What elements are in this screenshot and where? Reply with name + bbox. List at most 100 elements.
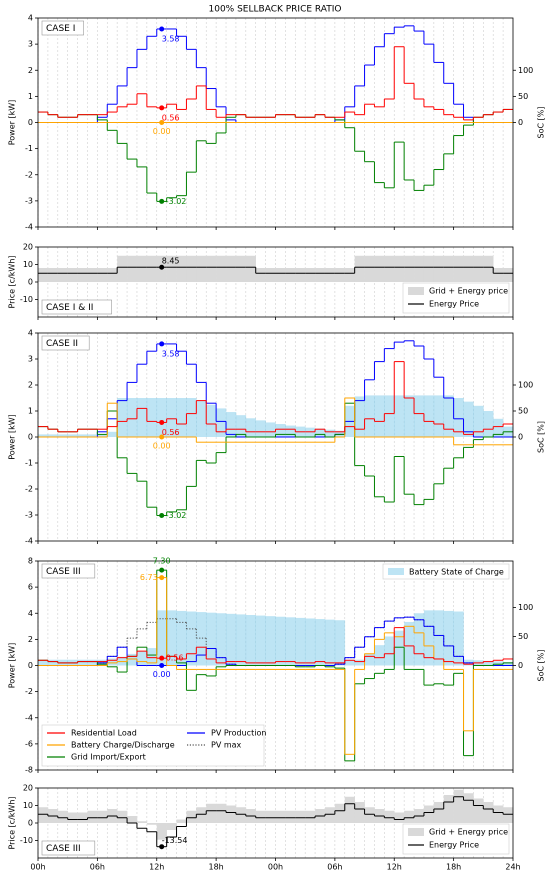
y2-axis-label: SoC [%] xyxy=(537,650,546,682)
soc-area xyxy=(77,434,88,437)
y2-tick-label: 0 xyxy=(518,118,523,127)
price-band xyxy=(453,255,464,282)
y-tick-label: -10 xyxy=(20,295,33,304)
price-band xyxy=(354,255,365,282)
case-label: CASE I xyxy=(46,24,75,34)
y2-tick-label: 50 xyxy=(518,407,528,416)
price-band xyxy=(394,812,405,823)
soc-area xyxy=(453,611,464,666)
legend-label: Energy Price xyxy=(429,841,479,850)
price-band xyxy=(423,255,435,282)
y-tick-label: 10 xyxy=(23,801,33,810)
y-axis-label: Price [c/kWh] xyxy=(8,796,17,849)
price-band xyxy=(453,789,464,823)
price-band xyxy=(186,255,197,282)
price-band xyxy=(305,268,316,282)
soc-area xyxy=(206,404,217,437)
y-axis-label: Power [kW] xyxy=(8,100,17,146)
price-band xyxy=(77,812,88,823)
y-tick-label: 1 xyxy=(28,92,33,101)
legend-label: Energy Price xyxy=(429,300,479,309)
price-band xyxy=(107,268,118,282)
soc-area xyxy=(127,653,138,666)
price-band xyxy=(285,810,296,823)
soc-area xyxy=(235,614,247,666)
price-band xyxy=(364,255,375,282)
soc-area xyxy=(315,428,326,437)
soc-area xyxy=(77,659,88,666)
soc-area xyxy=(47,434,59,437)
price-band xyxy=(414,255,425,282)
price-band xyxy=(196,255,207,282)
price-band xyxy=(334,803,346,823)
price-band xyxy=(176,255,187,282)
annotation-dot xyxy=(159,655,165,661)
price-band xyxy=(364,807,375,823)
soc-area xyxy=(404,621,415,666)
soc-area xyxy=(483,660,494,666)
case-label: CASE I & II xyxy=(46,303,93,313)
price-band xyxy=(136,255,148,282)
y-tick-label: 6 xyxy=(28,583,33,592)
y-axis-label: Power [kW] xyxy=(8,414,17,460)
x-tick-label: 06h xyxy=(90,863,105,872)
legend-label: PV Production xyxy=(211,729,266,738)
y-tick-label: 2 xyxy=(28,66,33,75)
y-tick-label: -2 xyxy=(25,485,33,494)
annotation-label: -3.02 xyxy=(166,197,187,206)
y-tick-label: -10 xyxy=(20,836,33,845)
soc-area xyxy=(206,612,217,666)
soc-area xyxy=(136,650,148,666)
soc-area xyxy=(493,661,504,666)
price-band xyxy=(433,255,445,282)
price-band xyxy=(87,810,98,823)
price-band xyxy=(235,807,247,823)
price-band xyxy=(127,816,138,823)
price-band xyxy=(206,255,217,282)
x-tick-label: 18h xyxy=(446,863,461,872)
soc-area xyxy=(186,398,197,437)
soc-area xyxy=(453,398,464,437)
legend-box xyxy=(382,563,510,580)
annotation-dot xyxy=(159,120,165,125)
y-tick-label: -4 xyxy=(25,713,33,722)
y-tick-label: 4 xyxy=(28,609,33,618)
soc-area xyxy=(38,659,49,666)
legend-label: Battery Charge/Discharge xyxy=(71,741,175,750)
price-band xyxy=(354,802,365,823)
soc-area xyxy=(245,614,257,666)
annotation-dot xyxy=(159,26,165,32)
figure-title: 100% SELLBACK PRICE RATIO xyxy=(209,5,342,15)
x-tick-label: 00h xyxy=(30,863,45,872)
price-band xyxy=(275,810,286,823)
soc-area xyxy=(156,610,167,666)
y-tick-label: 20 xyxy=(23,784,33,793)
soc-area xyxy=(226,412,237,437)
annotation-label: 7.30 xyxy=(153,557,171,566)
y-tick-label: 0 xyxy=(28,118,33,127)
soc-area xyxy=(473,405,484,437)
price-band xyxy=(265,268,276,282)
x-tick-label: 24h xyxy=(505,863,520,872)
soc-area xyxy=(433,395,445,437)
annotation-dot xyxy=(159,575,165,581)
price-band xyxy=(255,810,266,823)
price-band xyxy=(245,255,257,282)
y-tick-label: -4 xyxy=(25,223,33,232)
price-band xyxy=(443,795,454,823)
annotation-label: -3.02 xyxy=(166,511,187,520)
soc-area xyxy=(196,400,207,437)
annotation-dot xyxy=(159,419,165,425)
y-tick-label: 0 xyxy=(28,661,33,670)
soc-area xyxy=(423,610,435,666)
soc-area xyxy=(166,398,177,437)
soc-area xyxy=(493,418,504,437)
x-tick-label: 12h xyxy=(149,863,164,872)
price-band xyxy=(38,268,49,282)
soc-area xyxy=(394,630,405,666)
y-tick-label: -1 xyxy=(25,144,33,153)
soc-area xyxy=(226,613,237,666)
price-band xyxy=(493,268,504,282)
y2-tick-label: 100 xyxy=(518,603,533,612)
